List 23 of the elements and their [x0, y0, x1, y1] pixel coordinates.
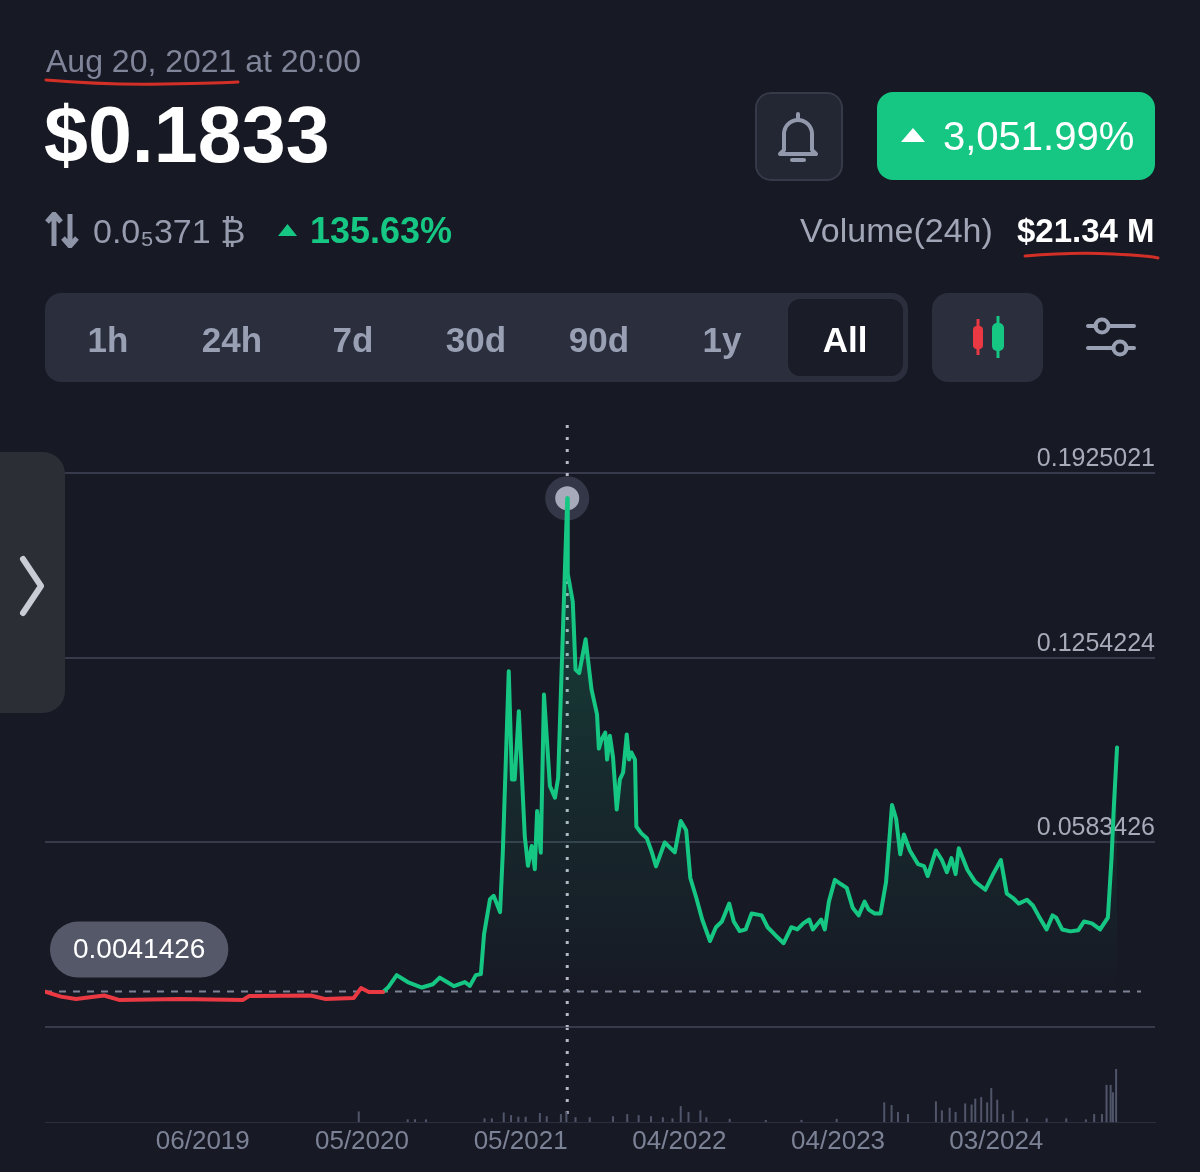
text: 24h [201, 319, 263, 359]
text: 90d [568, 319, 630, 359]
text: 7d [332, 319, 374, 359]
text: All [822, 319, 868, 359]
ref-line-label: 0.0041426 [73, 933, 206, 965]
x-tick-label: 04/2022 [632, 1125, 727, 1156]
chart-title: $0.1833 [44, 89, 330, 179]
x-tick-label: 06/2019 [155, 1125, 250, 1156]
chart-subtitle: Aug 20, 2021 at 20:00 [46, 43, 361, 79]
text: 3,051.99% [943, 114, 1135, 158]
text: 30d [445, 319, 507, 359]
text: 1h [87, 319, 129, 359]
text: 1y [702, 319, 742, 359]
x-tick-label: 05/2020 [314, 1125, 409, 1156]
text: 135.63% [310, 210, 453, 251]
x-tick-label: 03/2024 [949, 1125, 1044, 1156]
y-tick-label: 0.1254224 [1036, 627, 1156, 656]
text: $21.34 M [1017, 211, 1155, 249]
x-tick-label: 04/2023 [791, 1125, 886, 1156]
x-tick-label: 05/2021 [473, 1125, 568, 1156]
text: Volume(24h) [800, 211, 993, 249]
text: 0.0₅371 ₿ [93, 212, 246, 250]
y-tick-label: 0.1925021 [1036, 442, 1155, 471]
